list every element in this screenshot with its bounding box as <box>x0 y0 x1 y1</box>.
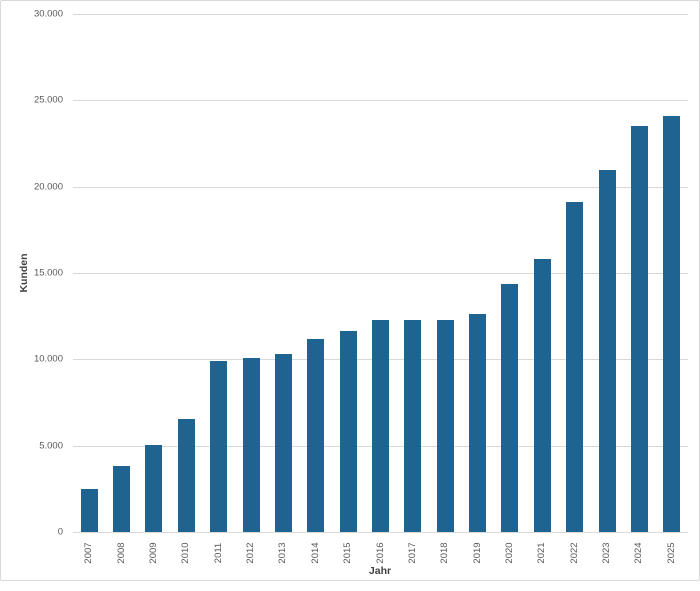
bar-2022 <box>566 202 584 532</box>
x-tick-label: 2013 <box>277 542 289 564</box>
bar-2016 <box>372 320 389 532</box>
bar-2008 <box>113 466 131 532</box>
x-tick-label: 2007 <box>83 542 95 564</box>
plot-area <box>73 14 688 533</box>
y-tick-label: 20.000 <box>33 181 63 193</box>
bar-2015 <box>339 331 357 532</box>
bar-2014 <box>307 339 325 532</box>
bar-2018 <box>436 320 454 532</box>
bar-2013 <box>274 354 292 532</box>
x-tick-label: 2009 <box>147 542 159 564</box>
x-tick-label: 2018 <box>439 542 451 564</box>
bar-2023 <box>598 170 616 532</box>
x-tick-label: 2017 <box>406 542 418 564</box>
bar-2009 <box>145 445 163 532</box>
x-tick-label: 2019 <box>471 542 483 564</box>
y-tick-label: 0 <box>57 526 63 538</box>
x-tick-label: 2016 <box>374 542 386 564</box>
y-tick-label: 5.000 <box>39 440 63 452</box>
bar-2024 <box>630 126 648 532</box>
bar-2021 <box>533 259 551 532</box>
x-tick-label: 2022 <box>568 542 580 564</box>
bar-2011 <box>210 361 228 532</box>
y-tick-label: 25.000 <box>33 94 63 106</box>
bar-2017 <box>404 320 422 532</box>
y-tick-label: 30.000 <box>33 8 63 20</box>
x-tick-label: 2015 <box>342 542 354 564</box>
y-tick-label: 15.000 <box>33 267 63 279</box>
y-gridline <box>73 100 688 101</box>
x-axis-line <box>73 532 688 533</box>
bar-2019 <box>469 314 487 532</box>
x-tick-label: 2025 <box>665 542 677 564</box>
bar-2025 <box>663 116 681 532</box>
y-gridline <box>73 14 688 15</box>
bar-2020 <box>501 284 519 532</box>
x-tick-label: 2024 <box>633 542 645 564</box>
y-tick-label: 10.000 <box>33 353 63 365</box>
x-tick-label: 2011 <box>212 542 224 564</box>
x-tick-label: 2021 <box>536 542 548 564</box>
x-tick-label: 2012 <box>245 542 257 564</box>
x-tick-label: 2023 <box>601 542 613 564</box>
x-tick-label: 2020 <box>503 542 515 564</box>
bar-2007 <box>80 489 98 532</box>
x-tick-label: 2008 <box>115 542 127 564</box>
bar-2010 <box>177 419 195 532</box>
x-tick-label: 2010 <box>180 542 192 564</box>
y-gridline <box>73 187 688 188</box>
x-axis-title: Jahr <box>368 565 392 577</box>
y-gridline <box>73 273 688 274</box>
bar-2012 <box>242 358 260 532</box>
x-tick-label: 2014 <box>309 542 321 564</box>
